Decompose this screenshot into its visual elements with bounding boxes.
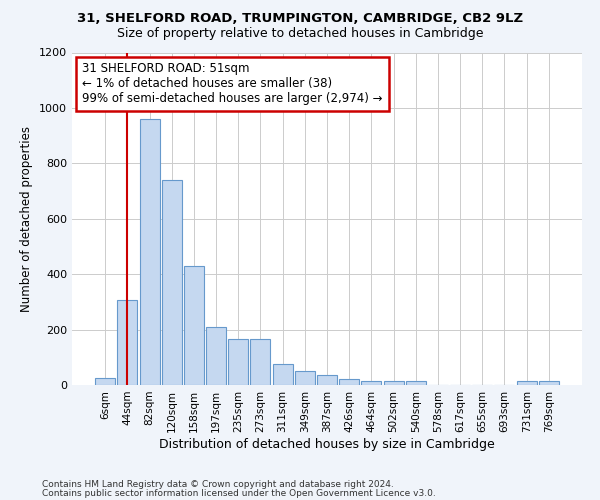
Bar bbox=[539, 381, 559, 385]
Bar bbox=[140, 119, 160, 385]
X-axis label: Distribution of detached houses by size in Cambridge: Distribution of detached houses by size … bbox=[159, 438, 495, 450]
Bar bbox=[517, 381, 536, 385]
Bar bbox=[206, 327, 226, 385]
Bar bbox=[272, 364, 293, 385]
Y-axis label: Number of detached properties: Number of detached properties bbox=[20, 126, 34, 312]
Bar bbox=[250, 340, 271, 385]
Text: 31, SHELFORD ROAD, TRUMPINGTON, CAMBRIDGE, CB2 9LZ: 31, SHELFORD ROAD, TRUMPINGTON, CAMBRIDG… bbox=[77, 12, 523, 26]
Bar bbox=[228, 340, 248, 385]
Bar bbox=[162, 180, 182, 385]
Bar bbox=[361, 381, 382, 385]
Bar bbox=[383, 381, 404, 385]
Text: 31 SHELFORD ROAD: 51sqm
← 1% of detached houses are smaller (38)
99% of semi-det: 31 SHELFORD ROAD: 51sqm ← 1% of detached… bbox=[82, 62, 383, 106]
Text: Contains HM Land Registry data © Crown copyright and database right 2024.: Contains HM Land Registry data © Crown c… bbox=[42, 480, 394, 489]
Bar bbox=[118, 300, 137, 385]
Bar bbox=[406, 381, 426, 385]
Bar bbox=[95, 378, 115, 385]
Bar bbox=[184, 266, 204, 385]
Bar bbox=[295, 371, 315, 385]
Text: Size of property relative to detached houses in Cambridge: Size of property relative to detached ho… bbox=[117, 28, 483, 40]
Bar bbox=[339, 380, 359, 385]
Bar bbox=[317, 376, 337, 385]
Text: Contains public sector information licensed under the Open Government Licence v3: Contains public sector information licen… bbox=[42, 488, 436, 498]
